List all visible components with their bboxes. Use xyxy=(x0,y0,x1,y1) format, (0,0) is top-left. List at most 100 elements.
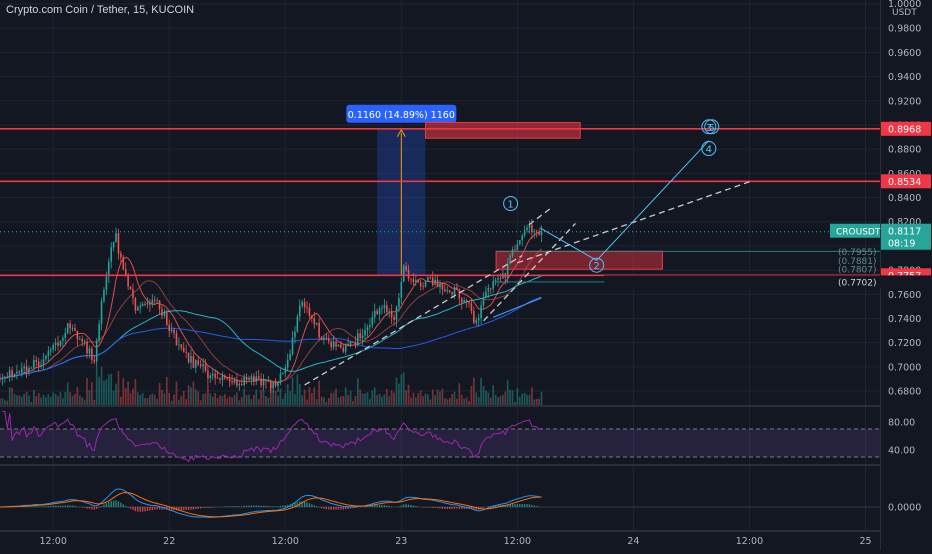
candle-body xyxy=(284,367,287,373)
candle-body xyxy=(226,377,229,379)
volume-bar xyxy=(83,399,86,405)
volume-bar xyxy=(11,387,13,405)
candle-body xyxy=(492,280,494,289)
candle-body xyxy=(376,310,378,315)
symbol-tag xyxy=(830,223,880,238)
volume-bar xyxy=(221,396,224,405)
volume-bar xyxy=(414,397,417,405)
candle-body xyxy=(197,360,200,365)
candle-body xyxy=(33,359,35,368)
countdown-label: 08:19 xyxy=(888,239,915,250)
volume-bar xyxy=(187,385,190,405)
channel-line xyxy=(493,297,542,318)
volume-bar xyxy=(59,391,62,405)
candle-body xyxy=(129,286,132,290)
volume-bar xyxy=(262,390,265,405)
candle-body xyxy=(458,289,461,299)
volume-bar xyxy=(156,398,158,405)
candle-body xyxy=(141,303,144,306)
bracket-price-label: (0.7807) xyxy=(838,266,877,276)
volume-bar xyxy=(260,389,262,405)
volume-bar xyxy=(170,400,173,405)
volume-bar xyxy=(422,396,424,405)
price-axis[interactable]: USDT1.00000.98000.96000.94000.92000.9000… xyxy=(604,0,932,550)
volume-bar xyxy=(506,379,509,405)
trend-drawings[interactable] xyxy=(304,140,750,386)
candle-body xyxy=(40,364,42,367)
volume-bar xyxy=(402,372,405,405)
volume-bar xyxy=(291,377,294,405)
volume-bar xyxy=(182,390,185,405)
volume-bar xyxy=(192,381,195,405)
trend-line-dashed[interactable] xyxy=(528,206,553,226)
volume-bar xyxy=(168,393,171,405)
volume-bar xyxy=(165,376,168,405)
volume-bar xyxy=(13,393,16,405)
candle-body xyxy=(190,356,192,363)
candle-body xyxy=(134,297,137,311)
wave-path[interactable] xyxy=(539,140,710,262)
currency-label: USDT xyxy=(892,8,917,18)
price-tick-label: 0.9800 xyxy=(888,24,921,35)
macd-line xyxy=(0,488,542,518)
volume-bar xyxy=(286,384,289,405)
volume-bar xyxy=(124,388,127,405)
candle-body xyxy=(265,380,267,382)
candle-body xyxy=(124,269,127,275)
candle-body xyxy=(35,359,38,362)
candle-body xyxy=(431,277,434,286)
volume-bar xyxy=(279,388,282,405)
horizontal-levels[interactable] xyxy=(0,128,880,283)
candle-body xyxy=(74,327,76,331)
candle-body xyxy=(4,376,6,378)
volume-bar xyxy=(463,398,466,405)
volume-bar xyxy=(248,394,250,405)
volume-bar xyxy=(107,374,110,405)
candle-body xyxy=(369,325,371,328)
candle-body xyxy=(88,348,91,354)
volume-bar xyxy=(253,394,255,405)
volume-bar xyxy=(318,380,320,405)
candle-body xyxy=(313,318,316,325)
candle-body xyxy=(192,356,195,368)
volume-bar xyxy=(284,393,287,405)
volume-bar xyxy=(35,395,38,405)
candle-body xyxy=(366,327,369,331)
volume-bar xyxy=(443,398,446,405)
volume-bar xyxy=(381,396,383,405)
candle-body xyxy=(209,375,212,379)
candle-body xyxy=(274,381,277,386)
candle-body xyxy=(383,305,386,309)
volume-bar xyxy=(419,390,422,405)
candle-body xyxy=(231,381,233,383)
volume-bar xyxy=(223,394,226,405)
trend-line-dashed[interactable] xyxy=(517,181,750,264)
volume-bar xyxy=(33,389,35,405)
candle-body xyxy=(103,289,105,302)
support-zone[interactable] xyxy=(495,250,663,270)
candle-body xyxy=(76,330,79,340)
time-tick-label: 12:00 xyxy=(736,536,763,547)
volume-bar xyxy=(340,396,342,405)
volume-bar xyxy=(272,391,275,405)
candle-body xyxy=(98,323,100,341)
volume-bar xyxy=(81,397,84,405)
trend-line-dashed[interactable] xyxy=(304,254,523,386)
volume-bar xyxy=(533,399,536,405)
volume-bar xyxy=(294,394,296,405)
volume-bar xyxy=(378,393,381,405)
time-axis[interactable]: 12:00 22 12:00 23 12:00 24 12:00 25 xyxy=(39,536,871,547)
candle-body xyxy=(315,322,318,325)
target-zone[interactable] xyxy=(424,122,581,139)
candle-body xyxy=(364,330,366,336)
candle-body xyxy=(156,300,158,302)
candle-body xyxy=(506,264,509,278)
measure-tool[interactable]: 0.1160 (14.89%) 1160 xyxy=(346,104,457,276)
volume-bar xyxy=(207,384,209,405)
candle-body xyxy=(117,233,120,254)
volume-bar xyxy=(25,391,28,405)
volume-bar xyxy=(95,367,98,405)
candle-body xyxy=(219,378,221,380)
